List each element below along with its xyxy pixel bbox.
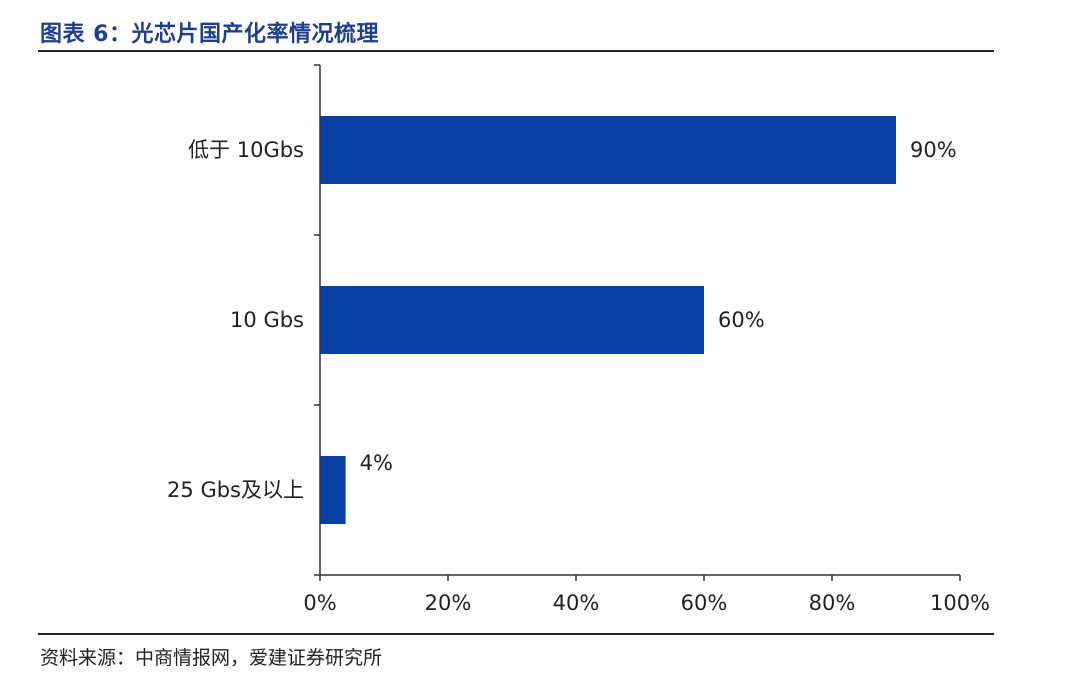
x-tick-label-4: 80% (809, 591, 856, 615)
axes-layer (314, 64, 961, 581)
chart-title: 图表 6：光芯片国产化率情况梳理 (40, 22, 379, 47)
source-divider (38, 633, 994, 635)
bar-2 (320, 456, 346, 524)
x-tick-label-2: 40% (553, 591, 600, 615)
data-label-0: 90% (910, 138, 957, 162)
source-note: 资料来源：中商情报网，爱建证券研究所 (40, 647, 383, 669)
x-tick-label-5: 100% (930, 591, 990, 615)
bar-0 (320, 116, 896, 184)
x-tick-label-0: 0% (303, 591, 336, 615)
category-label-2: 25 Gbs及以上 (167, 478, 304, 502)
data-label-1: 60% (718, 308, 765, 332)
category-label-1: 10 Gbs (230, 308, 304, 332)
bar-1 (320, 286, 704, 354)
data-label-2: 4% (360, 451, 393, 475)
labels-layer: 低于 10Gbs 90% 10 Gbs 60% 25 Gbs及以上 4% 0% 20% 40% 6… (167, 138, 990, 615)
category-label-0: 低于 10Gbs (188, 138, 304, 162)
x-tick-label-1: 20% (425, 591, 472, 615)
bars-layer (320, 116, 896, 524)
title-divider (38, 50, 994, 52)
x-tick-label-3: 60% (681, 591, 728, 615)
